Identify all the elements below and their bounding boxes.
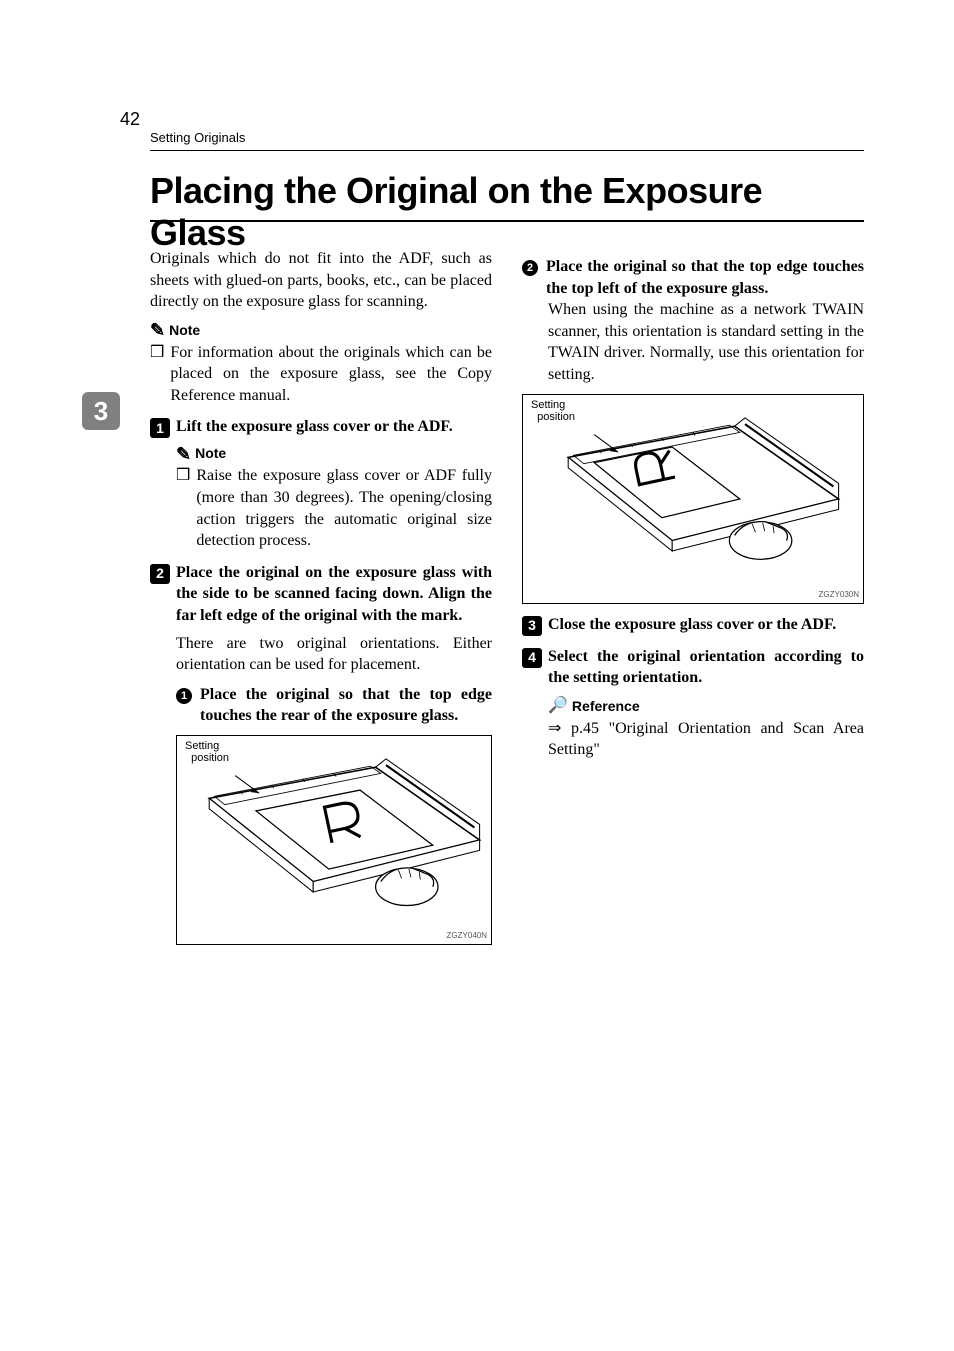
chapter-tab: 3 <box>82 392 120 430</box>
reference-icon: 🔎 <box>548 698 568 714</box>
step-number-2: 2 <box>150 564 170 584</box>
divider-top <box>150 150 864 151</box>
reference-label: Reference <box>572 697 640 716</box>
page-title: Placing the Original on the Exposure Gla… <box>150 170 864 254</box>
scanner-diagram-2 <box>523 395 863 603</box>
bullet-icon: ❒ <box>150 342 164 407</box>
note-text-2: Raise the exposure glass cover or ADF fu… <box>196 465 492 551</box>
substep-number-2: 2 <box>522 256 540 299</box>
step-2-body: There are two original orientations. Eit… <box>176 633 492 676</box>
figure-label-line1: Setting <box>531 399 565 411</box>
scanner-diagram-1 <box>177 736 491 944</box>
step-2: 2 Place the original on the exposure gla… <box>150 562 492 627</box>
note-text-1: For information about the originals whic… <box>170 342 492 407</box>
figure-label-line1: Setting <box>185 740 219 752</box>
step-number-4: 4 <box>522 648 542 668</box>
step-text-2: Place the original on the exposure glass… <box>176 562 492 627</box>
figure-label-line2: position <box>191 752 229 764</box>
reference-body: ⇒ p.45 "Original Orientation and Scan Ar… <box>548 718 864 761</box>
step-number-3: 3 <box>522 616 542 636</box>
intro-paragraph: Originals which do not fit into the ADF,… <box>150 248 492 313</box>
figure-code-1: ZGZY040N <box>447 931 487 942</box>
left-column: Originals which do not fit into the ADF,… <box>150 248 492 951</box>
note-label: Note <box>195 444 226 463</box>
substep-1: 1 Place the original so that the top edg… <box>176 684 492 727</box>
note-heading-2: ✎ Note <box>176 444 492 463</box>
step-1: 1 Lift the exposure glass cover or the A… <box>150 416 492 438</box>
substep-text-2: Place the original so that the top edge … <box>546 256 864 299</box>
note-item-1: ❒ For information about the originals wh… <box>150 342 492 407</box>
bullet-icon: ❒ <box>176 465 190 551</box>
substep-text-1: Place the original so that the top edge … <box>200 684 492 727</box>
step-text-3: Close the exposure glass cover or the AD… <box>548 614 864 636</box>
page-number: 42 <box>120 109 140 130</box>
reference-heading: 🔎 Reference <box>548 697 864 716</box>
step-3: 3 Close the exposure glass cover or the … <box>522 614 864 636</box>
note-icon: ✎ <box>150 321 165 339</box>
substep-2-body: When using the machine as a network TWAI… <box>548 299 864 385</box>
note-icon: ✎ <box>176 445 191 463</box>
figure-1: Setting position <box>176 735 492 945</box>
figure-code-2: ZGZY030N <box>819 590 859 601</box>
running-header: Setting Originals <box>150 130 245 145</box>
step-text-1: Lift the exposure glass cover or the ADF… <box>176 416 492 438</box>
figure-label-line2: position <box>537 411 575 423</box>
substep-2: 2 Place the original so that the top edg… <box>522 256 864 299</box>
note-item-2: ❒ Raise the exposure glass cover or ADF … <box>176 465 492 551</box>
step-text-4: Select the original orientation accordin… <box>548 646 864 689</box>
figure-2: Setting position <box>522 394 864 604</box>
divider-title <box>150 220 864 222</box>
step-number-1: 1 <box>150 418 170 438</box>
note-heading-1: ✎ Note <box>150 321 492 340</box>
step-4: 4 Select the original orientation accord… <box>522 646 864 689</box>
note-label: Note <box>169 321 200 340</box>
right-column: 2 Place the original so that the top edg… <box>522 248 864 951</box>
substep-number-1: 1 <box>176 684 194 727</box>
